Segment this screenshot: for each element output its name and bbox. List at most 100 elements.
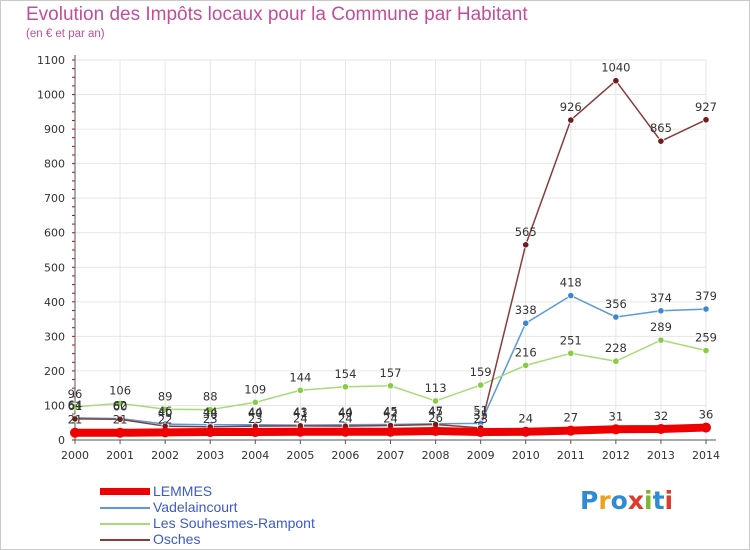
data-label-osches: 926: [560, 100, 582, 114]
data-point-vadelaincourt: [657, 307, 665, 315]
data-label-lemmes: 32: [654, 409, 669, 423]
y-tick-label: 0: [58, 434, 65, 447]
chart-title: Evolution des Impôts locaux pour la Comm…: [26, 4, 528, 25]
legend-label-osches: Osches: [153, 531, 201, 547]
legend-label-lemmes: LEMMES: [153, 483, 213, 499]
data-label-les-souhesmes-rampont: 89: [158, 389, 173, 403]
data-label-vadelaincourt: 46: [158, 404, 173, 418]
legend-label-souhesmes: Les Souhesmes-Rampont: [153, 515, 315, 531]
data-label-lemmes: 24: [338, 412, 353, 426]
x-tick-label: 2011: [557, 449, 585, 462]
data-label-vadelaincourt: 45: [383, 404, 398, 418]
x-tick-label: 2007: [377, 449, 405, 462]
data-label-les-souhesmes-rampont: 113: [425, 381, 447, 395]
y-tick-label: 300: [44, 330, 65, 343]
data-point-lemmes: [655, 423, 666, 434]
data-point-vadelaincourt: [567, 291, 575, 300]
data-point-lemmes: [115, 427, 126, 438]
data-label-les-souhesmes-rampont: 216: [515, 345, 537, 359]
data-point-osches: [702, 116, 710, 124]
data-label-osches: 41: [293, 406, 308, 420]
data-point-les-souhesmes-rampont: [341, 383, 350, 391]
data-label-osches: 1040: [601, 61, 630, 75]
data-point-lemmes: [250, 427, 261, 438]
logo-letter: t: [652, 486, 665, 515]
legend-swatch-souhesmes: [100, 523, 150, 525]
data-label-vadelaincourt: 44: [248, 405, 263, 419]
data-label-lemmes: 26: [428, 411, 443, 425]
data-label-lemmes: 24: [293, 412, 308, 426]
logo-letter: o: [610, 486, 628, 515]
data-point-osches: [657, 137, 665, 145]
data-label-lemmes: 27: [563, 411, 578, 425]
data-point-lemmes: [205, 427, 216, 438]
data-point-les-souhesmes-rampont: [612, 357, 620, 365]
data-point-lemmes: [160, 427, 171, 438]
data-label-les-souhesmes-rampont: 228: [605, 341, 627, 355]
data-point-les-souhesmes-rampont: [477, 381, 485, 389]
data-point-les-souhesmes-rampont: [657, 336, 665, 344]
data-point-les-souhesmes-rampont: [702, 346, 710, 355]
data-point-les-souhesmes-rampont: [251, 398, 259, 406]
data-label-lemmes: 36: [699, 408, 714, 422]
x-tick-label: 2003: [196, 449, 224, 462]
data-point-lemmes: [430, 426, 441, 437]
data-label-lemmes: 23: [248, 412, 263, 426]
proxiti-logo: Proxiti: [580, 486, 673, 515]
data-label-vadelaincourt: 338: [515, 303, 537, 317]
data-point-les-souhesmes-rampont: [161, 405, 169, 413]
data-label-vadelaincourt: 43: [293, 405, 308, 419]
data-point-lemmes: [295, 426, 306, 437]
data-point-lemmes: [520, 426, 531, 437]
data-label-vadelaincourt: 418: [560, 276, 582, 290]
data-label-osches: 40: [338, 406, 353, 420]
x-tick-label: 2010: [512, 449, 540, 462]
data-point-osches: [116, 415, 124, 423]
data-label-les-souhesmes-rampont: 289: [650, 320, 672, 334]
data-label-lemmes: 21: [113, 413, 128, 427]
data-label-osches: 35: [473, 408, 488, 422]
data-point-lemmes: [565, 425, 576, 436]
data-label-vadelaincourt: 374: [650, 291, 672, 305]
series-markers: [70, 77, 711, 438]
x-tick-label: 2001: [106, 449, 134, 462]
x-tick-label: 2012: [602, 449, 630, 462]
x-tick-label: 2005: [286, 449, 314, 462]
y-tick-label: 700: [44, 192, 65, 205]
data-label-les-souhesmes-rampont: 144: [289, 370, 311, 384]
y-tick-label: 200: [44, 365, 65, 378]
data-label-vadelaincourt: 44: [203, 405, 218, 419]
data-label-lemmes: 31: [609, 409, 624, 423]
data-point-les-souhesmes-rampont: [71, 403, 79, 411]
legend-swatch-osches: [100, 539, 150, 541]
legend-label-vadelaincourt: Vadelaincourt: [153, 499, 238, 515]
data-label-les-souhesmes-rampont: 157: [380, 366, 402, 380]
y-tick-label: 800: [44, 158, 65, 171]
data-point-osches: [612, 77, 620, 85]
data-point-lemmes: [385, 426, 396, 437]
y-tick-label: 400: [44, 296, 65, 309]
y-tick-label: 100: [44, 399, 65, 412]
data-label-les-souhesmes-rampont: 96: [68, 387, 83, 401]
logo-letter: i: [644, 486, 653, 515]
data-label-osches: 40: [158, 406, 173, 420]
data-label-osches: 60: [113, 399, 128, 413]
data-label-vadelaincourt: 62: [113, 399, 128, 413]
data-label-osches: 40: [248, 406, 263, 420]
data-point-les-souhesmes-rampont: [296, 386, 304, 394]
data-label-lemmes: 21: [68, 413, 83, 427]
axes: 0 100 200 300 400 500 600 700 800 900 1000 1100 2000…: [37, 54, 720, 462]
data-label-lemmes: 24: [383, 412, 398, 426]
data-label-les-souhesmes-rampont: 159: [470, 365, 492, 379]
legend-swatch-lemmes: [100, 488, 150, 495]
data-point-lemmes: [340, 426, 351, 437]
data-label-vadelaincourt: 356: [605, 297, 627, 311]
data-label-lemmes: 24: [518, 412, 533, 426]
data-label-osches: 61: [68, 399, 83, 413]
data-label-osches: 927: [695, 100, 717, 114]
data-point-lemmes: [475, 427, 486, 438]
data-point-les-souhesmes-rampont: [116, 399, 124, 407]
data-point-les-souhesmes-rampont: [206, 405, 214, 414]
